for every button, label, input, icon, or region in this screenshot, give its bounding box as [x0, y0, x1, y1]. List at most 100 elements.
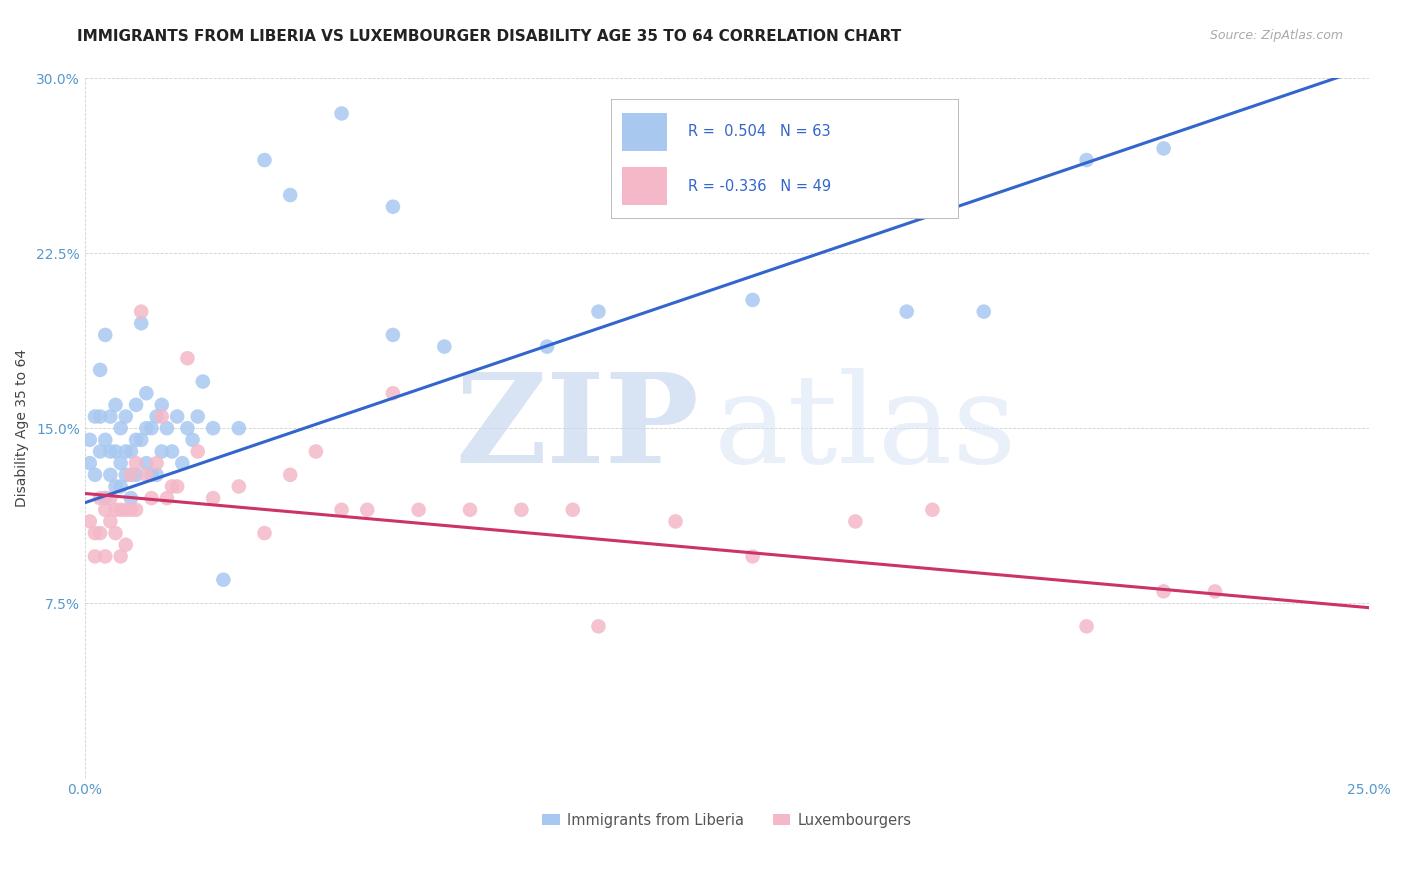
- Y-axis label: Disability Age 35 to 64: Disability Age 35 to 64: [15, 349, 30, 508]
- Point: [141, 491, 163, 505]
- Point: [1153, 584, 1175, 599]
- Point: [253, 526, 276, 541]
- Point: [844, 515, 866, 529]
- Point: [120, 467, 142, 482]
- Point: [104, 444, 127, 458]
- Point: [89, 526, 111, 541]
- Point: [921, 502, 943, 516]
- Point: [84, 526, 107, 541]
- Point: [1153, 141, 1175, 155]
- Point: [135, 467, 157, 482]
- Point: [135, 421, 157, 435]
- Point: [896, 304, 918, 318]
- Point: [110, 421, 132, 435]
- Point: [84, 467, 107, 482]
- Point: [181, 433, 204, 447]
- Point: [120, 491, 142, 505]
- Point: [228, 421, 250, 435]
- Point: [98, 491, 121, 505]
- Point: [84, 549, 107, 564]
- Point: [110, 479, 132, 493]
- Point: [1204, 584, 1226, 599]
- Point: [202, 491, 225, 505]
- Point: [98, 444, 121, 458]
- Point: [110, 456, 132, 470]
- Point: [120, 467, 142, 482]
- Point: [104, 479, 127, 493]
- Point: [160, 444, 183, 458]
- Point: [433, 340, 456, 354]
- Point: [253, 153, 276, 167]
- Point: [114, 538, 136, 552]
- Text: Source: ZipAtlas.com: Source: ZipAtlas.com: [1209, 29, 1343, 42]
- Point: [94, 549, 117, 564]
- Point: [94, 502, 117, 516]
- Point: [94, 491, 117, 505]
- Point: [141, 421, 163, 435]
- Point: [125, 433, 148, 447]
- Point: [278, 467, 301, 482]
- Point: [156, 491, 179, 505]
- Point: [94, 433, 117, 447]
- Point: [84, 409, 107, 424]
- Point: [129, 316, 152, 330]
- Point: [381, 200, 404, 214]
- Point: [79, 515, 101, 529]
- Point: [120, 502, 142, 516]
- Point: [458, 502, 481, 516]
- Point: [166, 479, 188, 493]
- Point: [150, 398, 173, 412]
- Text: ZIP: ZIP: [456, 368, 699, 489]
- Point: [191, 375, 214, 389]
- Point: [89, 363, 111, 377]
- Point: [114, 502, 136, 516]
- Point: [212, 573, 235, 587]
- Point: [114, 467, 136, 482]
- Point: [588, 619, 610, 633]
- Point: [145, 409, 167, 424]
- Point: [135, 386, 157, 401]
- Point: [104, 502, 127, 516]
- Point: [202, 421, 225, 435]
- Point: [166, 409, 188, 424]
- Point: [330, 106, 353, 120]
- Point: [98, 467, 121, 482]
- Point: [160, 479, 183, 493]
- Point: [125, 398, 148, 412]
- Point: [156, 421, 179, 435]
- Point: [381, 327, 404, 342]
- Point: [98, 515, 121, 529]
- Point: [588, 304, 610, 318]
- Point: [125, 502, 148, 516]
- Point: [510, 502, 533, 516]
- Point: [150, 409, 173, 424]
- Point: [973, 304, 995, 318]
- Point: [125, 456, 148, 470]
- Point: [176, 351, 198, 366]
- Point: [305, 444, 328, 458]
- Point: [150, 444, 173, 458]
- Point: [1076, 153, 1098, 167]
- Point: [1076, 619, 1098, 633]
- Point: [129, 304, 152, 318]
- Point: [176, 421, 198, 435]
- Point: [94, 327, 117, 342]
- Point: [536, 340, 558, 354]
- Point: [145, 456, 167, 470]
- Point: [141, 467, 163, 482]
- Point: [172, 456, 194, 470]
- Point: [104, 526, 127, 541]
- Point: [228, 479, 250, 493]
- Point: [79, 456, 101, 470]
- Point: [110, 502, 132, 516]
- Point: [114, 409, 136, 424]
- Point: [129, 433, 152, 447]
- Point: [356, 502, 378, 516]
- Point: [381, 386, 404, 401]
- Point: [187, 409, 209, 424]
- Text: IMMIGRANTS FROM LIBERIA VS LUXEMBOURGER DISABILITY AGE 35 TO 64 CORRELATION CHAR: IMMIGRANTS FROM LIBERIA VS LUXEMBOURGER …: [77, 29, 901, 44]
- Point: [135, 456, 157, 470]
- Point: [561, 502, 583, 516]
- Point: [741, 549, 763, 564]
- Point: [187, 444, 209, 458]
